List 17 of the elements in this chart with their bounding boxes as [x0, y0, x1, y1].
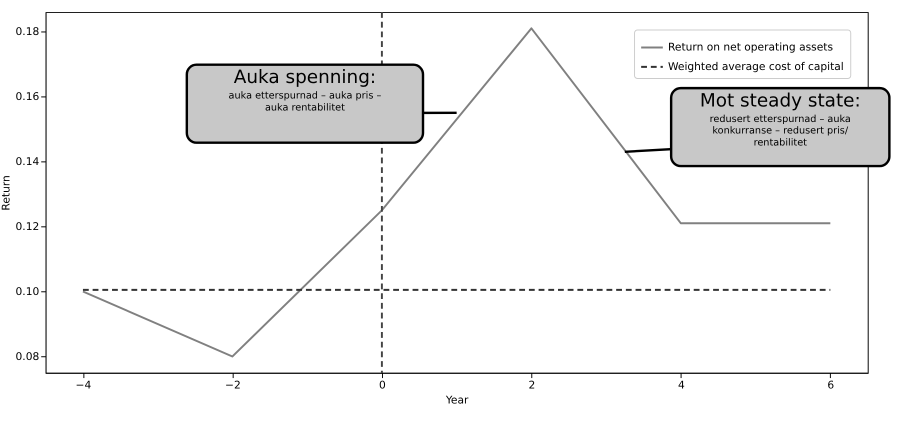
y-tick-label: 0.10 — [16, 284, 40, 298]
y-tick-label: 0.12 — [16, 220, 40, 233]
y-tick-label: 0.08 — [16, 350, 40, 363]
x-tick-label: 0 — [378, 378, 386, 392]
y-tick-label: 0.14 — [16, 154, 40, 168]
x-tick-label: 2 — [528, 378, 536, 392]
legend-label: Weighted average cost of capital — [668, 60, 844, 73]
y-axis-title: Return — [0, 175, 13, 211]
legend-label: Return on net operating assets — [668, 40, 834, 54]
y-tick-label: 0.18 — [16, 24, 40, 38]
x-tick-label: 4 — [678, 378, 685, 392]
x-tick-label: 6 — [827, 378, 834, 392]
x-tick-label: −2 — [225, 378, 241, 392]
annotation: Mot steady state: redusert etterspurnad – auka konkurranse – redusert pris/ rentabilitet — [700, 90, 861, 148]
x-tick-label: −4 — [76, 378, 92, 392]
y-tick-label: 0.16 — [16, 90, 40, 103]
x-axis-title: Year — [444, 393, 470, 406]
